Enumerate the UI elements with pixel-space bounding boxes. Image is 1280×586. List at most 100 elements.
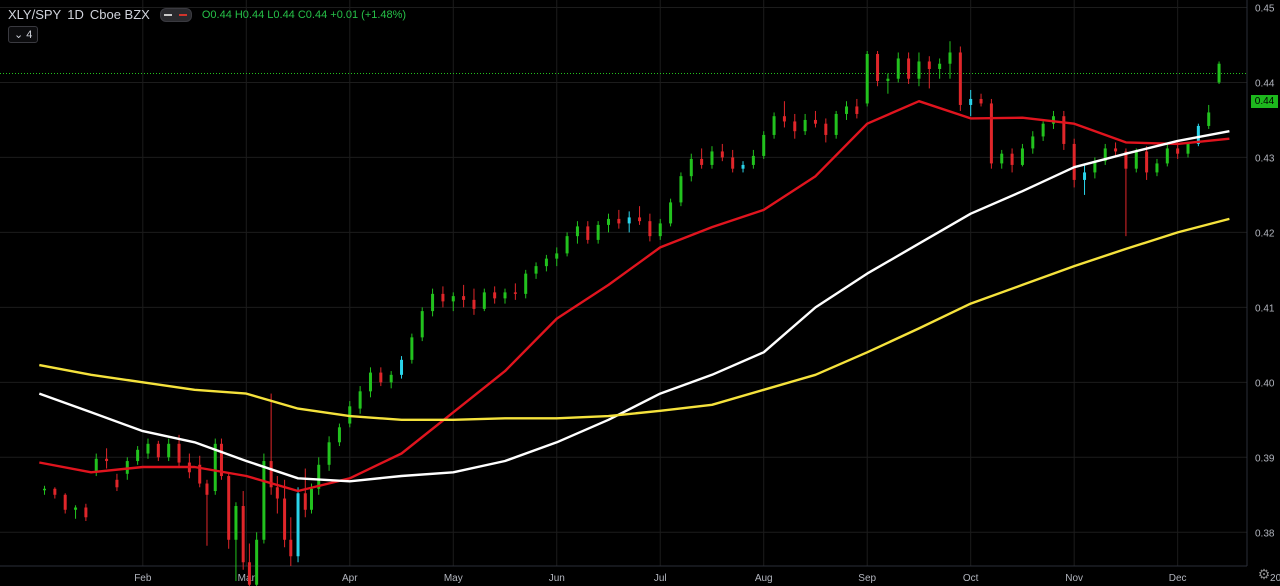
candle-body <box>958 52 962 105</box>
candle-body <box>1072 143 1076 180</box>
candle-body <box>296 493 300 557</box>
candle-body <box>309 488 313 510</box>
candle-body <box>813 119 817 124</box>
candle-body <box>741 164 745 169</box>
candle-body <box>472 299 476 309</box>
candle-body <box>1000 153 1004 164</box>
candle-body <box>772 116 776 135</box>
visibility-toggle-icon[interactable] <box>159 7 192 22</box>
candle-body <box>1083 172 1087 180</box>
candle-body <box>524 273 528 294</box>
y-tick-label: 0.40 <box>1255 378 1275 389</box>
candle-body <box>63 494 67 510</box>
candle-body <box>289 539 293 557</box>
candle-body <box>1145 151 1149 173</box>
candle-body <box>368 372 372 392</box>
candle-body <box>337 427 341 443</box>
y-tick-label: 0.45 <box>1255 3 1275 14</box>
y-tick-label: 0.38 <box>1255 528 1275 539</box>
candle-body <box>876 53 880 81</box>
candle-body <box>938 63 942 69</box>
x-tick-label: Oct <box>963 573 979 584</box>
candle-body <box>606 218 610 225</box>
candle-body <box>689 158 693 177</box>
candle-body <box>358 391 362 409</box>
candle-body <box>1010 153 1014 165</box>
candle-body <box>555 253 559 259</box>
indicator-count: 4 <box>26 29 33 41</box>
candle-body <box>575 226 579 237</box>
candle-body <box>824 123 828 135</box>
exchange-label: Cboe BZX <box>89 7 150 22</box>
candle-body <box>1155 163 1159 173</box>
candle-body <box>317 464 321 489</box>
candle-body <box>136 449 140 462</box>
candle-body <box>1186 143 1190 154</box>
candle-body <box>1041 123 1045 137</box>
x-tick-label: Nov <box>1065 573 1083 584</box>
candle-body <box>658 223 662 237</box>
candle-body <box>1031 136 1035 149</box>
interval-label[interactable]: 1D <box>67 7 84 22</box>
candle-body <box>115 479 119 488</box>
candle-body <box>262 461 266 540</box>
candle-body <box>493 292 497 299</box>
candle-body <box>1124 151 1128 169</box>
candle-body <box>700 158 704 165</box>
candle-body <box>1134 151 1138 169</box>
x-tick-label: Dec <box>1169 573 1187 584</box>
candle-body <box>42 488 46 491</box>
y-tick-label: 0.41 <box>1255 303 1275 314</box>
candle-body <box>948 52 952 64</box>
candle-body <box>1165 148 1169 164</box>
y-tick-label: 0.39 <box>1255 453 1275 464</box>
ohlc-values: O0.44 H0.44 L0.44 C0.44 +0.01 (+1.48%) <box>201 8 407 21</box>
candle-body <box>917 61 921 79</box>
ma-short-line <box>39 100 1230 493</box>
candle-body <box>219 443 223 477</box>
candle-body <box>234 506 238 540</box>
candle-body <box>638 217 642 222</box>
x-tick-label: Aug <box>755 573 773 584</box>
x-tick-label: Feb <box>134 573 152 584</box>
candle-body <box>1207 112 1211 126</box>
candle-body <box>241 506 245 563</box>
candle-body <box>1217 63 1221 83</box>
candle-body <box>431 293 435 312</box>
candle-body <box>327 442 331 465</box>
candle-body <box>1114 148 1118 152</box>
candle-body <box>84 507 88 518</box>
candle-body <box>410 337 414 360</box>
gear-icon[interactable]: ⚙ <box>1257 566 1271 582</box>
candle-body <box>389 374 393 383</box>
last-price-label: 0.44 <box>1251 95 1278 108</box>
candle-body <box>782 116 786 122</box>
candle-body <box>565 236 569 254</box>
x-tick-label: 2021 <box>1270 573 1280 584</box>
candle-body <box>482 292 486 309</box>
candle-body <box>156 443 160 458</box>
candle-body <box>94 458 98 473</box>
candle-body <box>451 296 455 302</box>
y-tick-label: 0.43 <box>1255 153 1275 164</box>
candle-body <box>1103 148 1107 162</box>
indicators-collapse-button[interactable]: ⌄ 4 <box>8 26 39 43</box>
candle-body <box>1196 125 1200 144</box>
candle-body <box>679 176 683 203</box>
candle-body <box>627 217 631 224</box>
candle-body <box>1062 116 1066 144</box>
candle-body <box>886 78 890 81</box>
candle-body <box>793 121 797 132</box>
candle-body <box>617 218 621 224</box>
x-tick-label: Jul <box>654 573 667 584</box>
candle-body <box>534 266 538 274</box>
candle-body <box>441 293 445 302</box>
candle-body <box>1051 116 1055 124</box>
candle-body <box>146 443 150 454</box>
candle-body <box>710 151 714 165</box>
candle-body <box>896 58 900 79</box>
ma-mid-line <box>38 130 1230 483</box>
symbol-label[interactable]: XLY/SPY <box>8 7 62 22</box>
